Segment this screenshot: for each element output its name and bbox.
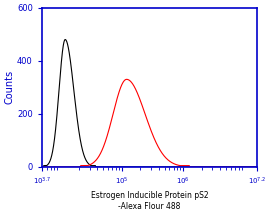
Y-axis label: Counts: Counts	[4, 70, 14, 104]
X-axis label: Estrogen Inducible Protein pS2
-Alexa Flour 488: Estrogen Inducible Protein pS2 -Alexa Fl…	[90, 191, 208, 211]
